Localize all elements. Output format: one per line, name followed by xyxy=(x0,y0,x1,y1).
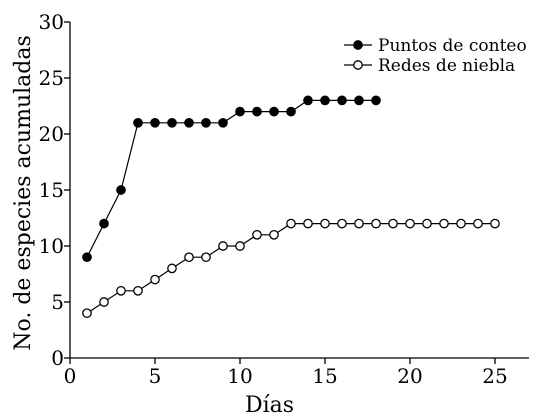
data-point xyxy=(422,218,432,229)
y-tick-label: 20 xyxy=(39,122,64,146)
data-point xyxy=(99,297,109,307)
series-line xyxy=(86,99,376,258)
data-point xyxy=(116,285,126,296)
data-point xyxy=(303,95,313,106)
data-point xyxy=(235,241,245,251)
data-point xyxy=(218,117,228,128)
data-point xyxy=(286,218,296,229)
data-point xyxy=(167,117,177,128)
y-tick-label: 25 xyxy=(39,66,64,90)
data-point xyxy=(116,185,126,195)
data-point xyxy=(405,218,415,229)
data-point xyxy=(439,218,449,229)
data-point xyxy=(456,218,466,229)
legend-label: Redes de niebla xyxy=(378,56,515,76)
data-point xyxy=(320,95,330,106)
data-point xyxy=(218,241,228,251)
data-point xyxy=(473,218,483,229)
data-point xyxy=(82,308,92,319)
legend-marker xyxy=(353,60,363,70)
data-point xyxy=(235,106,245,117)
data-point xyxy=(354,95,364,106)
y-tick-label: 0 xyxy=(51,346,64,370)
legend-entry: Redes de niebla xyxy=(344,56,515,76)
data-point xyxy=(99,218,109,229)
data-point xyxy=(150,274,160,285)
x-tick-label: 15 xyxy=(312,364,337,388)
legend-entry: Puntos de conteo xyxy=(344,36,527,56)
axes: 0 5 10 15 20 25 30 0 5 10 15 20 25 xyxy=(39,10,529,388)
series-2 xyxy=(82,218,500,319)
x-tick-label: 5 xyxy=(149,364,162,388)
data-point xyxy=(184,252,194,263)
y-tick-label: 10 xyxy=(39,234,64,258)
data-point xyxy=(371,218,381,229)
y-axis-title: No. de especies acumuladas xyxy=(11,35,36,351)
x-tick-label: 10 xyxy=(227,364,252,388)
data-point xyxy=(184,117,194,128)
data-point xyxy=(269,229,279,240)
data-point xyxy=(252,106,262,117)
data-point xyxy=(354,218,364,229)
data-point xyxy=(167,263,177,274)
x-tick-label: 25 xyxy=(482,364,507,388)
legend-label: Puntos de conteo xyxy=(378,36,527,56)
data-point xyxy=(133,285,143,296)
y-tick-label: 5 xyxy=(51,290,64,314)
data-point xyxy=(201,252,211,263)
data-point xyxy=(371,95,381,106)
data-point xyxy=(133,117,143,128)
data-point xyxy=(490,218,500,229)
series-layer xyxy=(82,95,500,319)
legend-marker xyxy=(353,40,363,50)
data-point xyxy=(303,218,313,229)
data-point xyxy=(388,218,398,229)
data-point xyxy=(269,106,279,117)
data-point xyxy=(337,95,347,106)
x-tick-label: 0 xyxy=(64,364,77,388)
series-line xyxy=(86,223,495,314)
data-point xyxy=(150,117,160,128)
data-point xyxy=(82,252,92,263)
data-point xyxy=(252,229,262,240)
y-tick-label: 15 xyxy=(39,178,64,202)
data-point xyxy=(320,218,330,229)
data-point xyxy=(201,117,211,128)
x-axis-title: Días xyxy=(245,393,294,414)
data-point xyxy=(286,106,296,117)
data-point xyxy=(337,218,347,229)
x-tick-label: 20 xyxy=(397,364,422,388)
series-1 xyxy=(82,95,381,263)
y-tick-label: 30 xyxy=(39,10,64,34)
